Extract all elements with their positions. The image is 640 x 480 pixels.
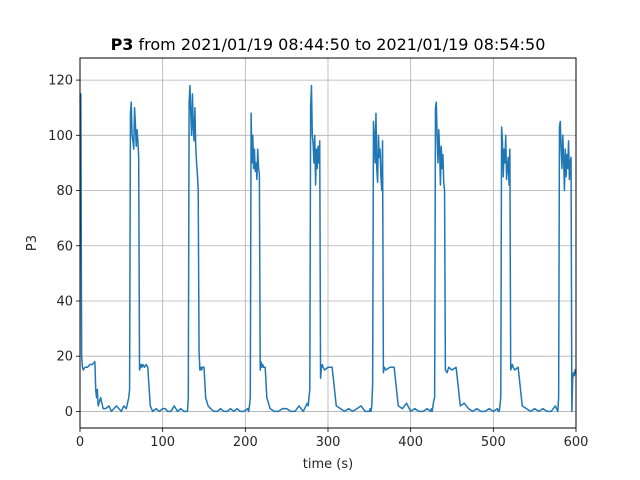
grid [79, 58, 577, 428]
series-layer [79, 84, 577, 413]
x-tick-label: 500 [481, 435, 506, 450]
x-tick-label: 400 [398, 435, 423, 450]
y-tick-label: 100 [48, 129, 73, 144]
y-axis: 0 20 40 60 80 100 120 [48, 74, 80, 420]
x-tick-label: 0 [76, 435, 84, 450]
y-tick-label: 20 [56, 350, 73, 365]
x-tick-label: 200 [233, 435, 258, 450]
chart-title-bold: P3 [111, 35, 134, 54]
x-tick-label: 300 [316, 435, 341, 450]
x-axis: 0 100 200 300 400 500 600 [76, 428, 589, 450]
x-tick-label: 600 [564, 435, 589, 450]
y-tick-label: 60 [56, 239, 73, 254]
x-axis-label: time (s) [303, 457, 353, 472]
y-axis-label: P3 [25, 235, 40, 251]
x-tick-label: 100 [150, 435, 175, 450]
y-tick-label: 120 [48, 74, 73, 89]
y-tick-label: 40 [56, 294, 73, 309]
chart-title: P3 from 2021/01/19 08:44:50 to 2021/01/1… [111, 35, 546, 54]
chart-title-rest: from 2021/01/19 08:44:50 to 2021/01/19 0… [133, 35, 545, 54]
y-tick-label: 80 [56, 184, 73, 199]
series-line-p3 [79, 84, 577, 413]
y-tick-label: 0 [65, 405, 73, 420]
